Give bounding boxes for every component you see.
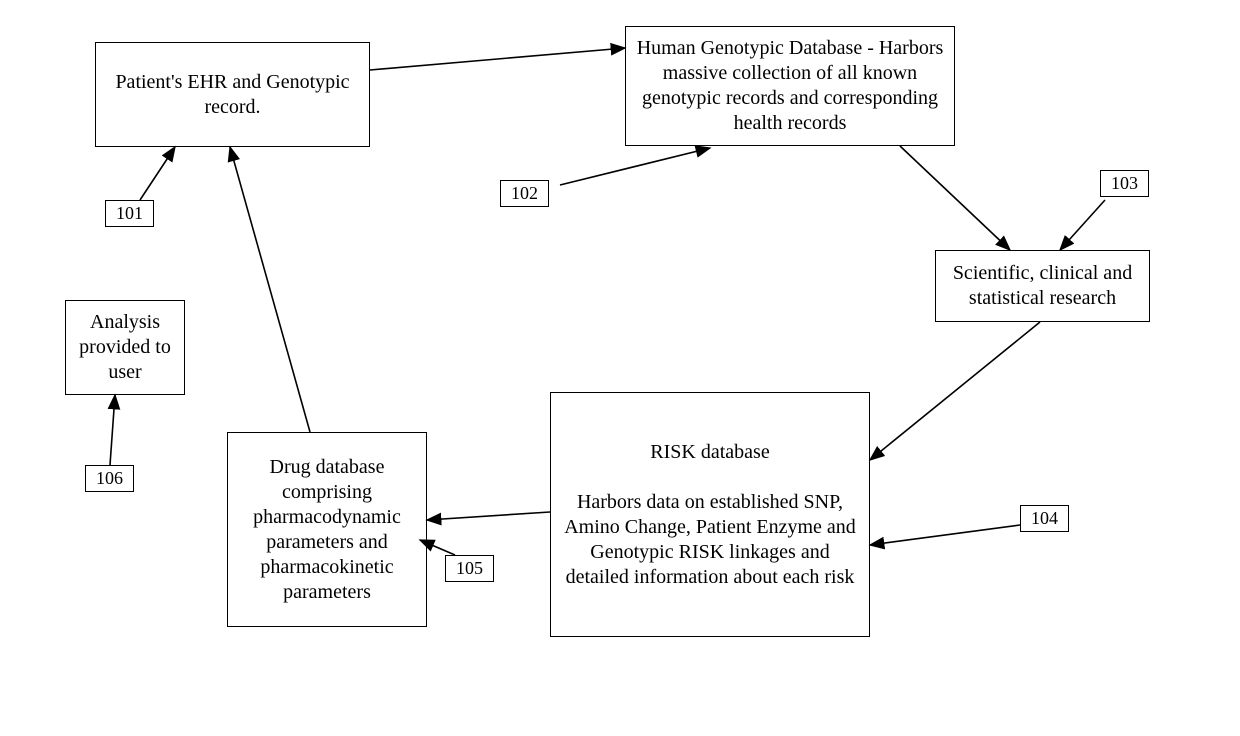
node-risk-db: RISK database Harbors data on establishe… <box>550 392 870 637</box>
node-analysis: Analysis provided to user <box>65 300 185 395</box>
edge-arrow <box>370 48 625 70</box>
ref-text: 101 <box>116 203 143 224</box>
ref-label-104: 104 <box>1020 505 1069 532</box>
edge-arrow <box>560 148 710 185</box>
ref-text: 103 <box>1111 173 1138 194</box>
edge-arrow <box>140 147 175 200</box>
node-drug-db: Drug database comprising pharmacodynamic… <box>227 432 427 627</box>
ref-label-106: 106 <box>85 465 134 492</box>
ref-label-105: 105 <box>445 555 494 582</box>
node-text: Scientific, clinical and statistical res… <box>946 261 1139 311</box>
ref-label-101: 101 <box>105 200 154 227</box>
edge-arrow <box>870 525 1020 545</box>
ref-text: 104 <box>1031 508 1058 529</box>
node-research: Scientific, clinical and statistical res… <box>935 250 1150 322</box>
edge-arrow <box>900 146 1010 250</box>
ref-label-102: 102 <box>500 180 549 207</box>
node-human-db: Human Genotypic Database - Harbors massi… <box>625 26 955 146</box>
node-text: Drug database comprising pharmacodynamic… <box>238 455 416 605</box>
node-text: Human Genotypic Database - Harbors massi… <box>636 36 944 136</box>
node-text: Patient's EHR and Genotypic record. <box>106 70 359 120</box>
edge-arrow <box>427 512 550 520</box>
edge-arrow <box>870 322 1040 460</box>
ref-text: 106 <box>96 468 123 489</box>
node-patient-ehr: Patient's EHR and Genotypic record. <box>95 42 370 147</box>
node-text: Analysis provided to user <box>76 310 174 385</box>
edge-arrow <box>230 147 310 432</box>
ref-text: 105 <box>456 558 483 579</box>
edge-arrow <box>110 395 115 465</box>
edge-arrow <box>1060 200 1105 250</box>
ref-text: 102 <box>511 183 538 204</box>
node-text: RISK database Harbors data on establishe… <box>561 440 859 590</box>
ref-label-103: 103 <box>1100 170 1149 197</box>
